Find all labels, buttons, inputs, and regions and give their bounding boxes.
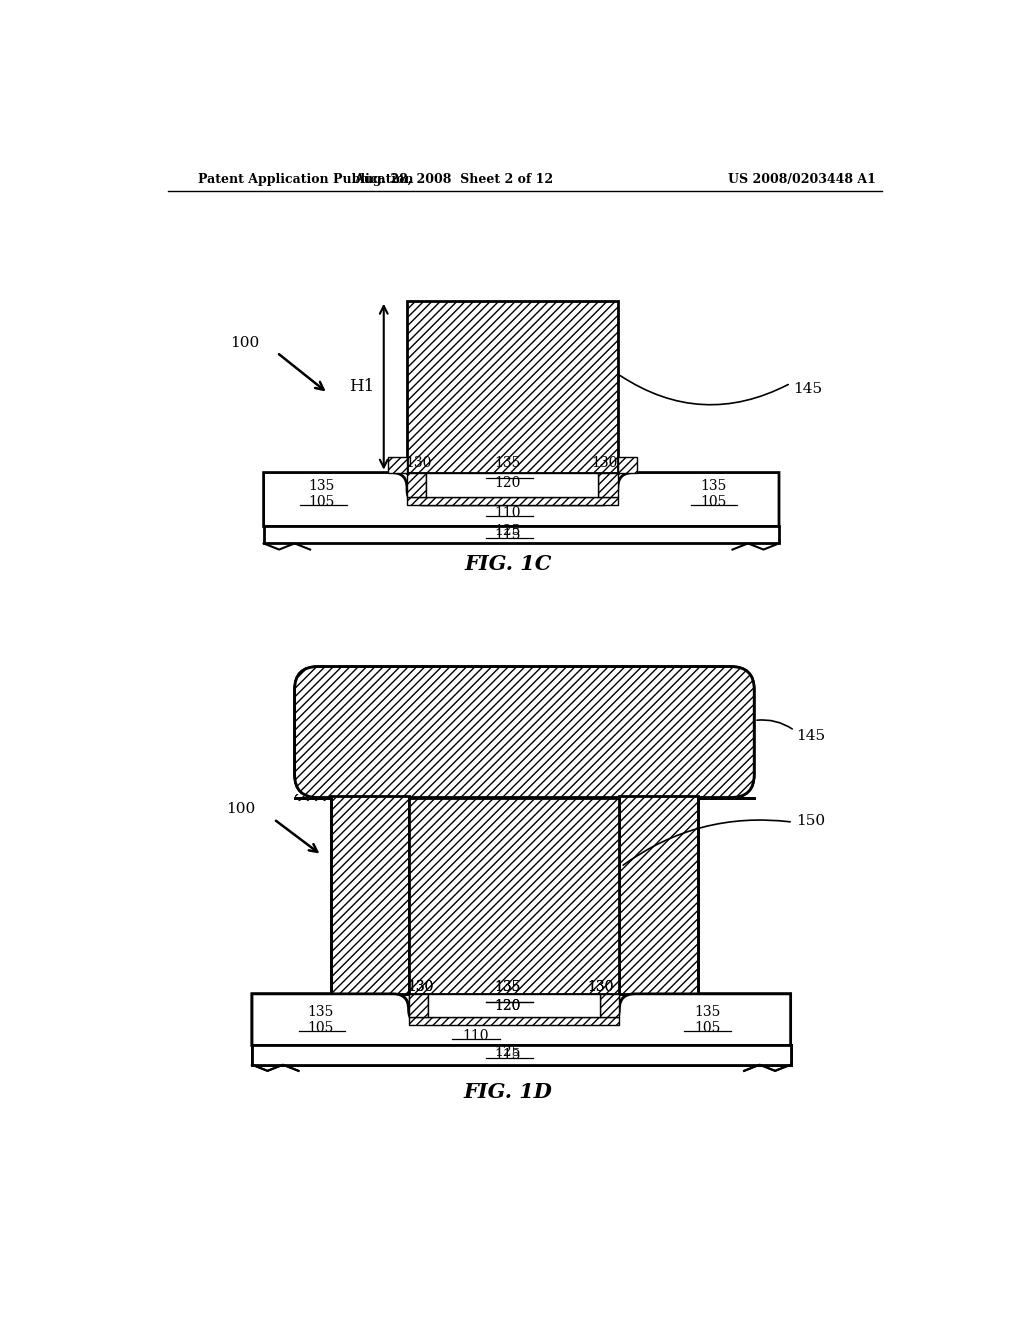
Bar xyxy=(252,1045,791,1065)
Text: 115: 115 xyxy=(495,1048,521,1061)
FancyBboxPatch shape xyxy=(295,667,755,797)
Text: 130: 130 xyxy=(407,979,433,994)
Text: 110: 110 xyxy=(462,1030,488,1043)
Polygon shape xyxy=(263,473,779,527)
Text: 105: 105 xyxy=(308,495,335,508)
Bar xyxy=(388,457,407,473)
Bar xyxy=(617,457,637,473)
Bar xyxy=(600,994,620,1016)
Text: 135: 135 xyxy=(308,479,335,492)
Text: 135: 135 xyxy=(495,457,521,470)
Text: 135: 135 xyxy=(694,1005,721,1019)
Text: 130: 130 xyxy=(588,979,614,994)
Text: 105: 105 xyxy=(694,1020,721,1035)
Bar xyxy=(598,473,617,498)
Text: H1: H1 xyxy=(349,379,375,395)
Bar xyxy=(295,793,335,801)
Bar xyxy=(331,797,409,994)
Text: 130: 130 xyxy=(407,979,433,994)
Text: 125: 125 xyxy=(495,1044,521,1059)
PathPatch shape xyxy=(252,994,791,1045)
Bar xyxy=(407,498,617,506)
Bar xyxy=(407,301,617,473)
Text: 115: 115 xyxy=(495,528,521,543)
Text: 130: 130 xyxy=(406,457,432,470)
Text: 100: 100 xyxy=(226,803,256,816)
Text: 135: 135 xyxy=(495,979,521,994)
Bar xyxy=(409,994,428,1016)
Bar xyxy=(252,1045,791,1065)
Text: 120: 120 xyxy=(495,999,521,1014)
Text: FIG. 1C: FIG. 1C xyxy=(464,554,552,574)
Bar xyxy=(428,994,600,1016)
Text: 110: 110 xyxy=(495,506,521,520)
Bar xyxy=(620,797,698,994)
Text: US 2008/0203448 A1: US 2008/0203448 A1 xyxy=(728,173,877,186)
Bar xyxy=(263,527,779,544)
Text: 125: 125 xyxy=(495,524,521,539)
Bar xyxy=(600,994,620,1016)
Bar xyxy=(620,793,698,797)
Text: 105: 105 xyxy=(694,1020,721,1035)
Text: Aug. 28, 2008  Sheet 2 of 12: Aug. 28, 2008 Sheet 2 of 12 xyxy=(354,173,553,186)
Text: 135: 135 xyxy=(307,1005,334,1019)
Text: 135: 135 xyxy=(700,479,726,492)
Text: 105: 105 xyxy=(307,1020,334,1035)
Bar xyxy=(409,1016,620,1024)
Bar xyxy=(620,796,698,994)
Bar xyxy=(409,1016,620,1024)
Text: 105: 105 xyxy=(700,495,726,508)
Text: 105: 105 xyxy=(307,1020,334,1035)
Text: 135: 135 xyxy=(307,1005,334,1019)
Text: 110: 110 xyxy=(462,1030,488,1043)
Bar xyxy=(426,473,598,498)
Text: 100: 100 xyxy=(230,337,260,350)
Text: 135: 135 xyxy=(495,979,521,994)
Bar xyxy=(409,994,428,1016)
Text: Patent Application Publication: Patent Application Publication xyxy=(198,173,414,186)
Text: 145: 145 xyxy=(793,383,822,396)
Bar xyxy=(409,797,620,994)
Text: 120: 120 xyxy=(495,999,521,1014)
PathPatch shape xyxy=(252,994,791,1045)
Bar xyxy=(428,994,600,1016)
Bar xyxy=(409,797,620,994)
Text: 130: 130 xyxy=(592,457,617,470)
Bar xyxy=(331,793,409,797)
PathPatch shape xyxy=(263,473,779,527)
Text: 150: 150 xyxy=(796,813,825,828)
Text: 135: 135 xyxy=(694,1005,721,1019)
Text: 120: 120 xyxy=(495,475,521,490)
Text: 125: 125 xyxy=(495,1044,521,1059)
Text: 130: 130 xyxy=(588,979,614,994)
Text: FIG. 1D: FIG. 1D xyxy=(463,1081,552,1102)
FancyBboxPatch shape xyxy=(295,667,755,797)
Text: 115: 115 xyxy=(495,1048,521,1061)
Bar xyxy=(331,796,409,994)
Bar xyxy=(407,473,426,498)
Text: 145: 145 xyxy=(796,729,825,743)
